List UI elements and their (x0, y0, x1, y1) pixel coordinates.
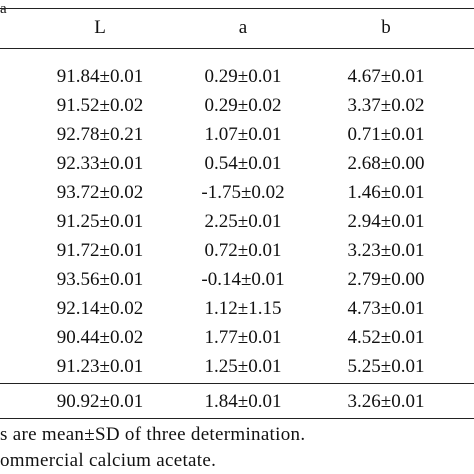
table-cell: 0.29±0.01 (204, 66, 282, 87)
table-cell: 1.77±0.01 (204, 327, 282, 348)
table-cell: 91.25±0.01 (56, 211, 144, 232)
table-cell: 91.23±0.01 (56, 356, 144, 377)
summary-rule (0, 383, 474, 384)
table-cell: 5.25±0.01 (347, 356, 425, 377)
table-cell: 90.44±0.02 (56, 327, 144, 348)
table-cell: 93.56±0.01 (56, 269, 144, 290)
table-cell: 1.12±1.15 (204, 298, 282, 319)
footnote-line-1: s are mean±SD of three determination. (0, 424, 306, 445)
table-cell: 2.94±0.01 (347, 211, 425, 232)
summary-cell: 1.84±0.01 (204, 391, 282, 412)
table-cell: 4.52±0.01 (347, 327, 425, 348)
table-cell: 2.25±0.01 (204, 211, 282, 232)
table-cell: -0.14±0.01 (201, 269, 285, 290)
summary-cell: 3.26±0.01 (347, 391, 425, 412)
table-cell: 92.33±0.01 (56, 153, 144, 174)
summary-cell: 90.92±0.01 (56, 391, 144, 412)
header-a: a (238, 17, 248, 38)
top-rule (0, 8, 474, 9)
table-cell: 4.67±0.01 (347, 66, 425, 87)
table-cell: 91.52±0.02 (56, 95, 144, 116)
table-cell: 93.72±0.02 (56, 182, 144, 203)
header-rule (0, 48, 474, 49)
table-cell: -1.75±0.02 (201, 182, 285, 203)
table-cell: 92.14±0.02 (56, 298, 144, 319)
table-cell: 1.07±0.01 (204, 124, 282, 145)
table-cell: 0.54±0.01 (204, 153, 282, 174)
corner-superscript-fragment: a (0, 1, 7, 17)
table-cell: 0.72±0.01 (204, 240, 282, 261)
header-l: L (94, 17, 106, 38)
table-cell: 91.72±0.01 (56, 240, 144, 261)
table-cell: 0.29±0.02 (204, 95, 282, 116)
table-cell: 91.84±0.01 (56, 66, 144, 87)
bottom-rule (0, 418, 474, 419)
table-cell: 1.25±0.01 (204, 356, 282, 377)
footnote-line-2: ommercial calcium acetate. (0, 450, 217, 471)
header-b: b (381, 17, 391, 38)
table-cell: 2.68±0.00 (347, 153, 425, 174)
table-cell: 0.71±0.01 (347, 124, 425, 145)
table-cell: 4.73±0.01 (347, 298, 425, 319)
table-cell: 3.23±0.01 (347, 240, 425, 261)
table-cell: 1.46±0.01 (347, 182, 425, 203)
table-cell: 3.37±0.02 (347, 95, 425, 116)
table-cell: 2.79±0.00 (347, 269, 425, 290)
table-cell: 92.78±0.21 (56, 124, 144, 145)
